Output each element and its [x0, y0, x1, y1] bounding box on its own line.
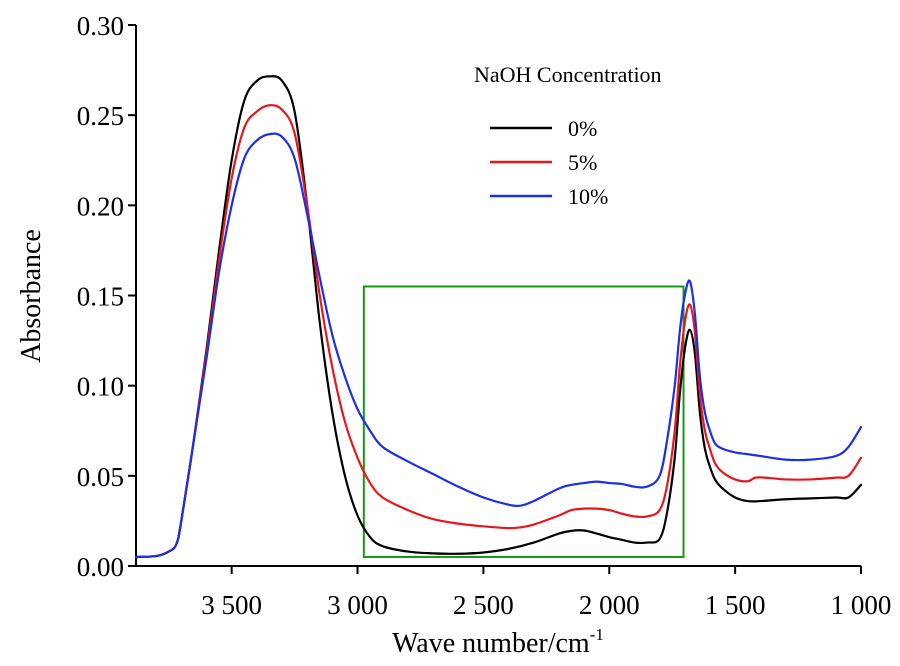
y-tick-label: 0.30 — [77, 11, 124, 41]
plot-frame — [135, 25, 861, 567]
y-tick-label: 0.15 — [77, 282, 124, 312]
x-tick-label: 3 000 — [327, 590, 388, 620]
x-tick-label: 1 000 — [831, 590, 892, 620]
legend-label: 5% — [568, 150, 597, 175]
legend-label: 10% — [568, 184, 608, 209]
series-layer — [134, 75, 863, 559]
x-tick-label: 2 500 — [453, 590, 514, 620]
y-tick-label: 0.10 — [77, 372, 124, 402]
series-line-0pct — [134, 75, 863, 559]
x-tick-label: 1 500 — [705, 590, 766, 620]
x-axis-ticks: 3 500 3 000 2 500 2 000 1 500 1 000 — [201, 566, 891, 620]
x-axis-title-text: Wave number/cm — [392, 628, 590, 659]
legend-title: NaOH Concentration — [474, 62, 662, 87]
y-tick-label: 0.25 — [77, 101, 124, 131]
y-axis-title: Absorbance — [16, 229, 47, 363]
series-line-10pct — [134, 132, 863, 559]
y-tick-label: 0.00 — [77, 552, 124, 582]
series-line-5pct — [134, 104, 863, 559]
x-axis-title-unit-exponent: -1 — [590, 625, 604, 644]
x-tick-label: 2 000 — [579, 590, 640, 620]
x-axis-title: Wave number/cm-1 — [392, 625, 604, 659]
x-tick-label: 3 500 — [201, 590, 262, 620]
y-axis-ticks: 0.00 0.05 0.10 0.15 0.20 0.25 0.30 — [77, 11, 136, 582]
legend: NaOH Concentration 0% 5% 10% — [474, 62, 662, 209]
y-tick-label: 0.05 — [77, 462, 124, 492]
y-tick-label: 0.20 — [77, 191, 124, 221]
legend-label: 0% — [568, 116, 597, 141]
